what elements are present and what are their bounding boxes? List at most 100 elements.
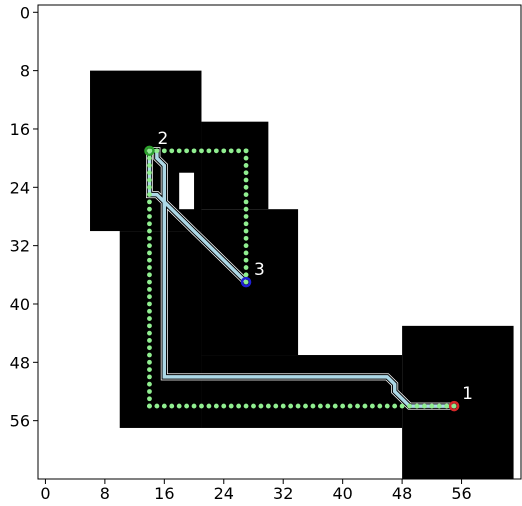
waypoint-dot [399, 403, 405, 409]
waypoint-dot [147, 184, 152, 190]
waypoint-dot [377, 403, 383, 409]
x-tick-label: 32 [273, 484, 293, 503]
waypoint-dot [243, 243, 249, 249]
waypoint-dot [325, 403, 331, 409]
y-tick-label: 56 [10, 412, 30, 431]
waypoint-dot [243, 214, 249, 219]
waypoint-dot [147, 381, 152, 387]
waypoint-dot [147, 301, 152, 307]
waypoint-dot [273, 403, 279, 409]
x-tick-label: 16 [154, 484, 174, 503]
y-tick-label: 16 [10, 120, 30, 139]
x-tick-label: 0 [40, 484, 50, 503]
y-tick-label: 32 [10, 237, 30, 256]
waypoint-dot [243, 279, 249, 285]
waypoint-dot [147, 199, 152, 205]
waypoint-dot [251, 403, 256, 409]
x-tick-label: 40 [332, 484, 352, 503]
waypoint-dot [147, 214, 152, 219]
x-axis: 0 8 16 24 32 40 48 56 [40, 479, 472, 503]
waypoint-dot [147, 279, 152, 285]
waypoint-dot [384, 403, 390, 409]
waypoint-dot [392, 403, 398, 409]
waypoint-dot [147, 359, 152, 365]
free-cell [179, 172, 195, 210]
waypoint-dot [147, 308, 152, 314]
waypoint-dot [147, 294, 152, 300]
waypoint-dot [176, 148, 182, 154]
y-tick-label: 8 [20, 62, 30, 81]
waypoint-dot [243, 170, 249, 176]
waypoint-dot [147, 272, 152, 278]
waypoint-dot [206, 403, 212, 409]
waypoint-dot [265, 403, 271, 409]
plot-frame [37, 4, 522, 480]
waypoint-dot [221, 403, 227, 409]
waypoint-dot [243, 155, 249, 161]
waypoint-dot [288, 403, 294, 409]
waypoint-dot [147, 163, 152, 168]
waypoint-dot [199, 148, 204, 154]
waypoint-dot [243, 192, 249, 198]
plot-area: 1 2 3 [37, 4, 522, 480]
waypoint-dot [243, 148, 249, 154]
y-tick-label: 40 [10, 295, 30, 314]
waypoint-dot [199, 403, 204, 409]
waypoint-dot [184, 148, 190, 154]
waypoint-dot [429, 403, 435, 409]
waypoint-dot [147, 338, 152, 343]
waypoint-dot [147, 148, 152, 154]
waypoint-dot [169, 148, 175, 154]
y-tick-label: 0 [20, 3, 30, 22]
waypoint-dot [191, 403, 197, 409]
y-tick-label: 24 [10, 178, 30, 197]
waypoint-dot [206, 148, 212, 154]
waypoint-dot [147, 265, 152, 270]
waypoint-dot [243, 265, 249, 270]
waypoint-dot [147, 374, 152, 380]
waypoint-dot [407, 403, 412, 409]
waypoint-dot [243, 199, 249, 205]
marker-1-point [448, 400, 460, 412]
x-tick-label: 24 [214, 484, 234, 503]
waypoint-dot [147, 396, 152, 402]
y-axis: 0 8 16 24 32 40 48 56 [10, 3, 38, 431]
waypoint-dot [147, 235, 152, 241]
waypoint-dot [243, 257, 249, 263]
waypoint-dot [228, 403, 234, 409]
waypoint-dot [295, 403, 301, 409]
waypoint-dot [147, 155, 152, 161]
x-tick-label: 8 [100, 484, 110, 503]
waypoint-dot [362, 403, 368, 409]
waypoint-dot [154, 148, 160, 154]
waypoint-dot [176, 403, 182, 409]
marker-2-label: 2 [157, 129, 168, 149]
waypoint-dot [436, 403, 442, 409]
waypoint-dot [147, 170, 152, 176]
waypoint-dot [213, 148, 219, 154]
waypoint-dot [243, 228, 249, 234]
waypoint-dot [147, 352, 152, 358]
waypoint-dot [317, 403, 323, 409]
waypoint-dot [280, 403, 286, 409]
marker-1-label: 1 [462, 384, 473, 404]
waypoint-dot [243, 177, 249, 183]
waypoint-dot [347, 403, 353, 409]
waypoint-dot [147, 403, 152, 409]
marker-2-point [144, 145, 155, 157]
waypoint-dot [369, 403, 375, 409]
waypoint-dot [243, 163, 249, 168]
waypoint-dot [414, 403, 420, 409]
x-tick-label: 48 [392, 484, 412, 503]
waypoint-dot [422, 403, 427, 409]
obstacle-region [201, 121, 269, 210]
waypoint-dot [243, 221, 249, 227]
waypoint-dot [147, 228, 152, 234]
waypoint-dot [147, 221, 152, 227]
waypoint-dot [243, 184, 249, 190]
x-tick-label: 56 [451, 484, 471, 503]
waypoint-dot [147, 367, 152, 373]
waypoint-dot [147, 287, 152, 292]
waypoint-dot [221, 148, 227, 154]
waypoint-dot [444, 403, 450, 409]
